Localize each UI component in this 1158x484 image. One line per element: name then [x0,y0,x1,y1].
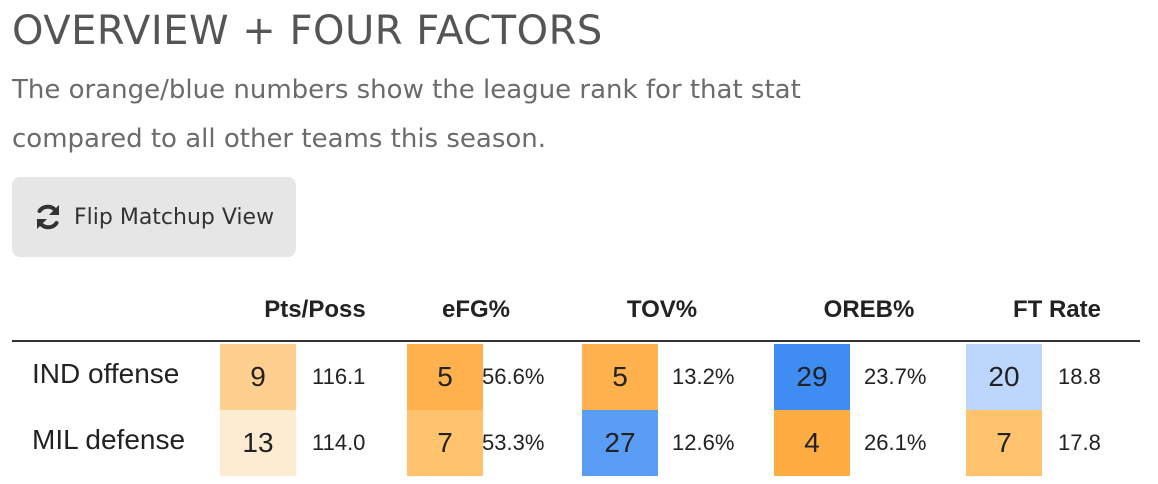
value-cell: 116.1 [312,364,366,389]
flip-matchup-button[interactable]: Flip Matchup View [12,177,296,257]
value-cell: 23.7% [864,364,927,389]
rank-cell: 4 [774,410,850,476]
rank-cell: 7 [966,410,1042,476]
team-label: MIL defense [32,424,186,455]
value-cell: 53.3% [482,430,545,455]
page-subtitle: The orange/blue numbers show the league … [12,75,801,154]
rank-cell: 9 [220,344,296,410]
rank-cell: 7 [407,410,483,476]
value-cell: 26.1% [864,430,927,455]
table-row: IND offense 9 116.1 5 56.6% 5 13.2% 29 2… [12,344,1140,410]
column-header-pts-poss: Pts/Poss [264,296,366,323]
column-header-efg: eFG% [441,296,510,323]
column-header-oreb: OREB% [823,296,915,323]
value-cell: 56.6% [482,364,545,389]
value-cell: 13.2% [672,364,735,389]
value-cell: 17.8 [1058,430,1101,455]
refresh-icon [37,204,59,230]
rank-cell: 5 [582,344,658,410]
flip-matchup-label: Flip Matchup View [74,204,275,230]
column-header-ft-rate: FT Rate [1012,296,1101,323]
page-title: OVERVIEW + FOUR FACTORS [12,8,603,54]
value-cell: 114.0 [312,430,366,455]
rank-cell: 5 [407,344,483,410]
column-header-tov: TOV% [626,296,698,323]
table-row: MIL defense 13 114.0 7 53.3% 27 12.6% 4 … [12,410,1140,476]
rank-cell: 20 [966,344,1042,410]
table-header: Pts/Poss eFG% TOV% OREB% FT Rate [12,290,1140,342]
rank-cell: 29 [774,344,850,410]
value-cell: 18.8 [1058,364,1101,389]
rank-cell: 13 [220,410,296,476]
team-label: IND offense [32,358,180,389]
rank-cell: 27 [582,410,658,476]
value-cell: 12.6% [672,430,735,455]
